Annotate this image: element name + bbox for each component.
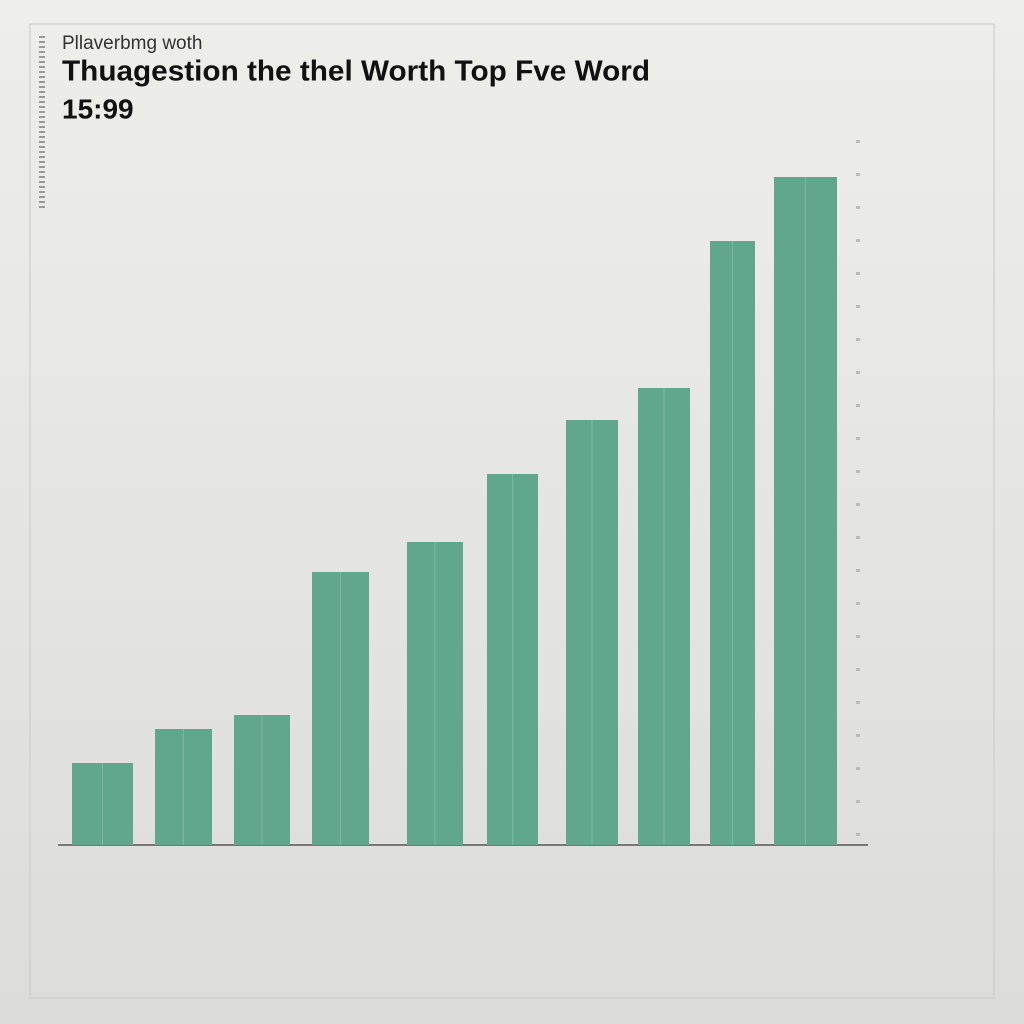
bar xyxy=(312,572,369,845)
bar xyxy=(155,729,212,845)
bar xyxy=(407,542,463,845)
bar xyxy=(710,241,755,845)
frame xyxy=(29,23,995,999)
bar xyxy=(774,177,837,845)
bar xyxy=(487,474,538,845)
annotation: 15:99 xyxy=(62,93,134,124)
chart-title: Thuagestion the thel Worth Top Fve Word xyxy=(62,56,650,88)
bar xyxy=(566,420,618,845)
chart-subtitle: Pllaverbmg woth xyxy=(62,33,202,54)
bar xyxy=(638,388,690,845)
bar xyxy=(72,763,133,845)
bar xyxy=(234,715,290,845)
